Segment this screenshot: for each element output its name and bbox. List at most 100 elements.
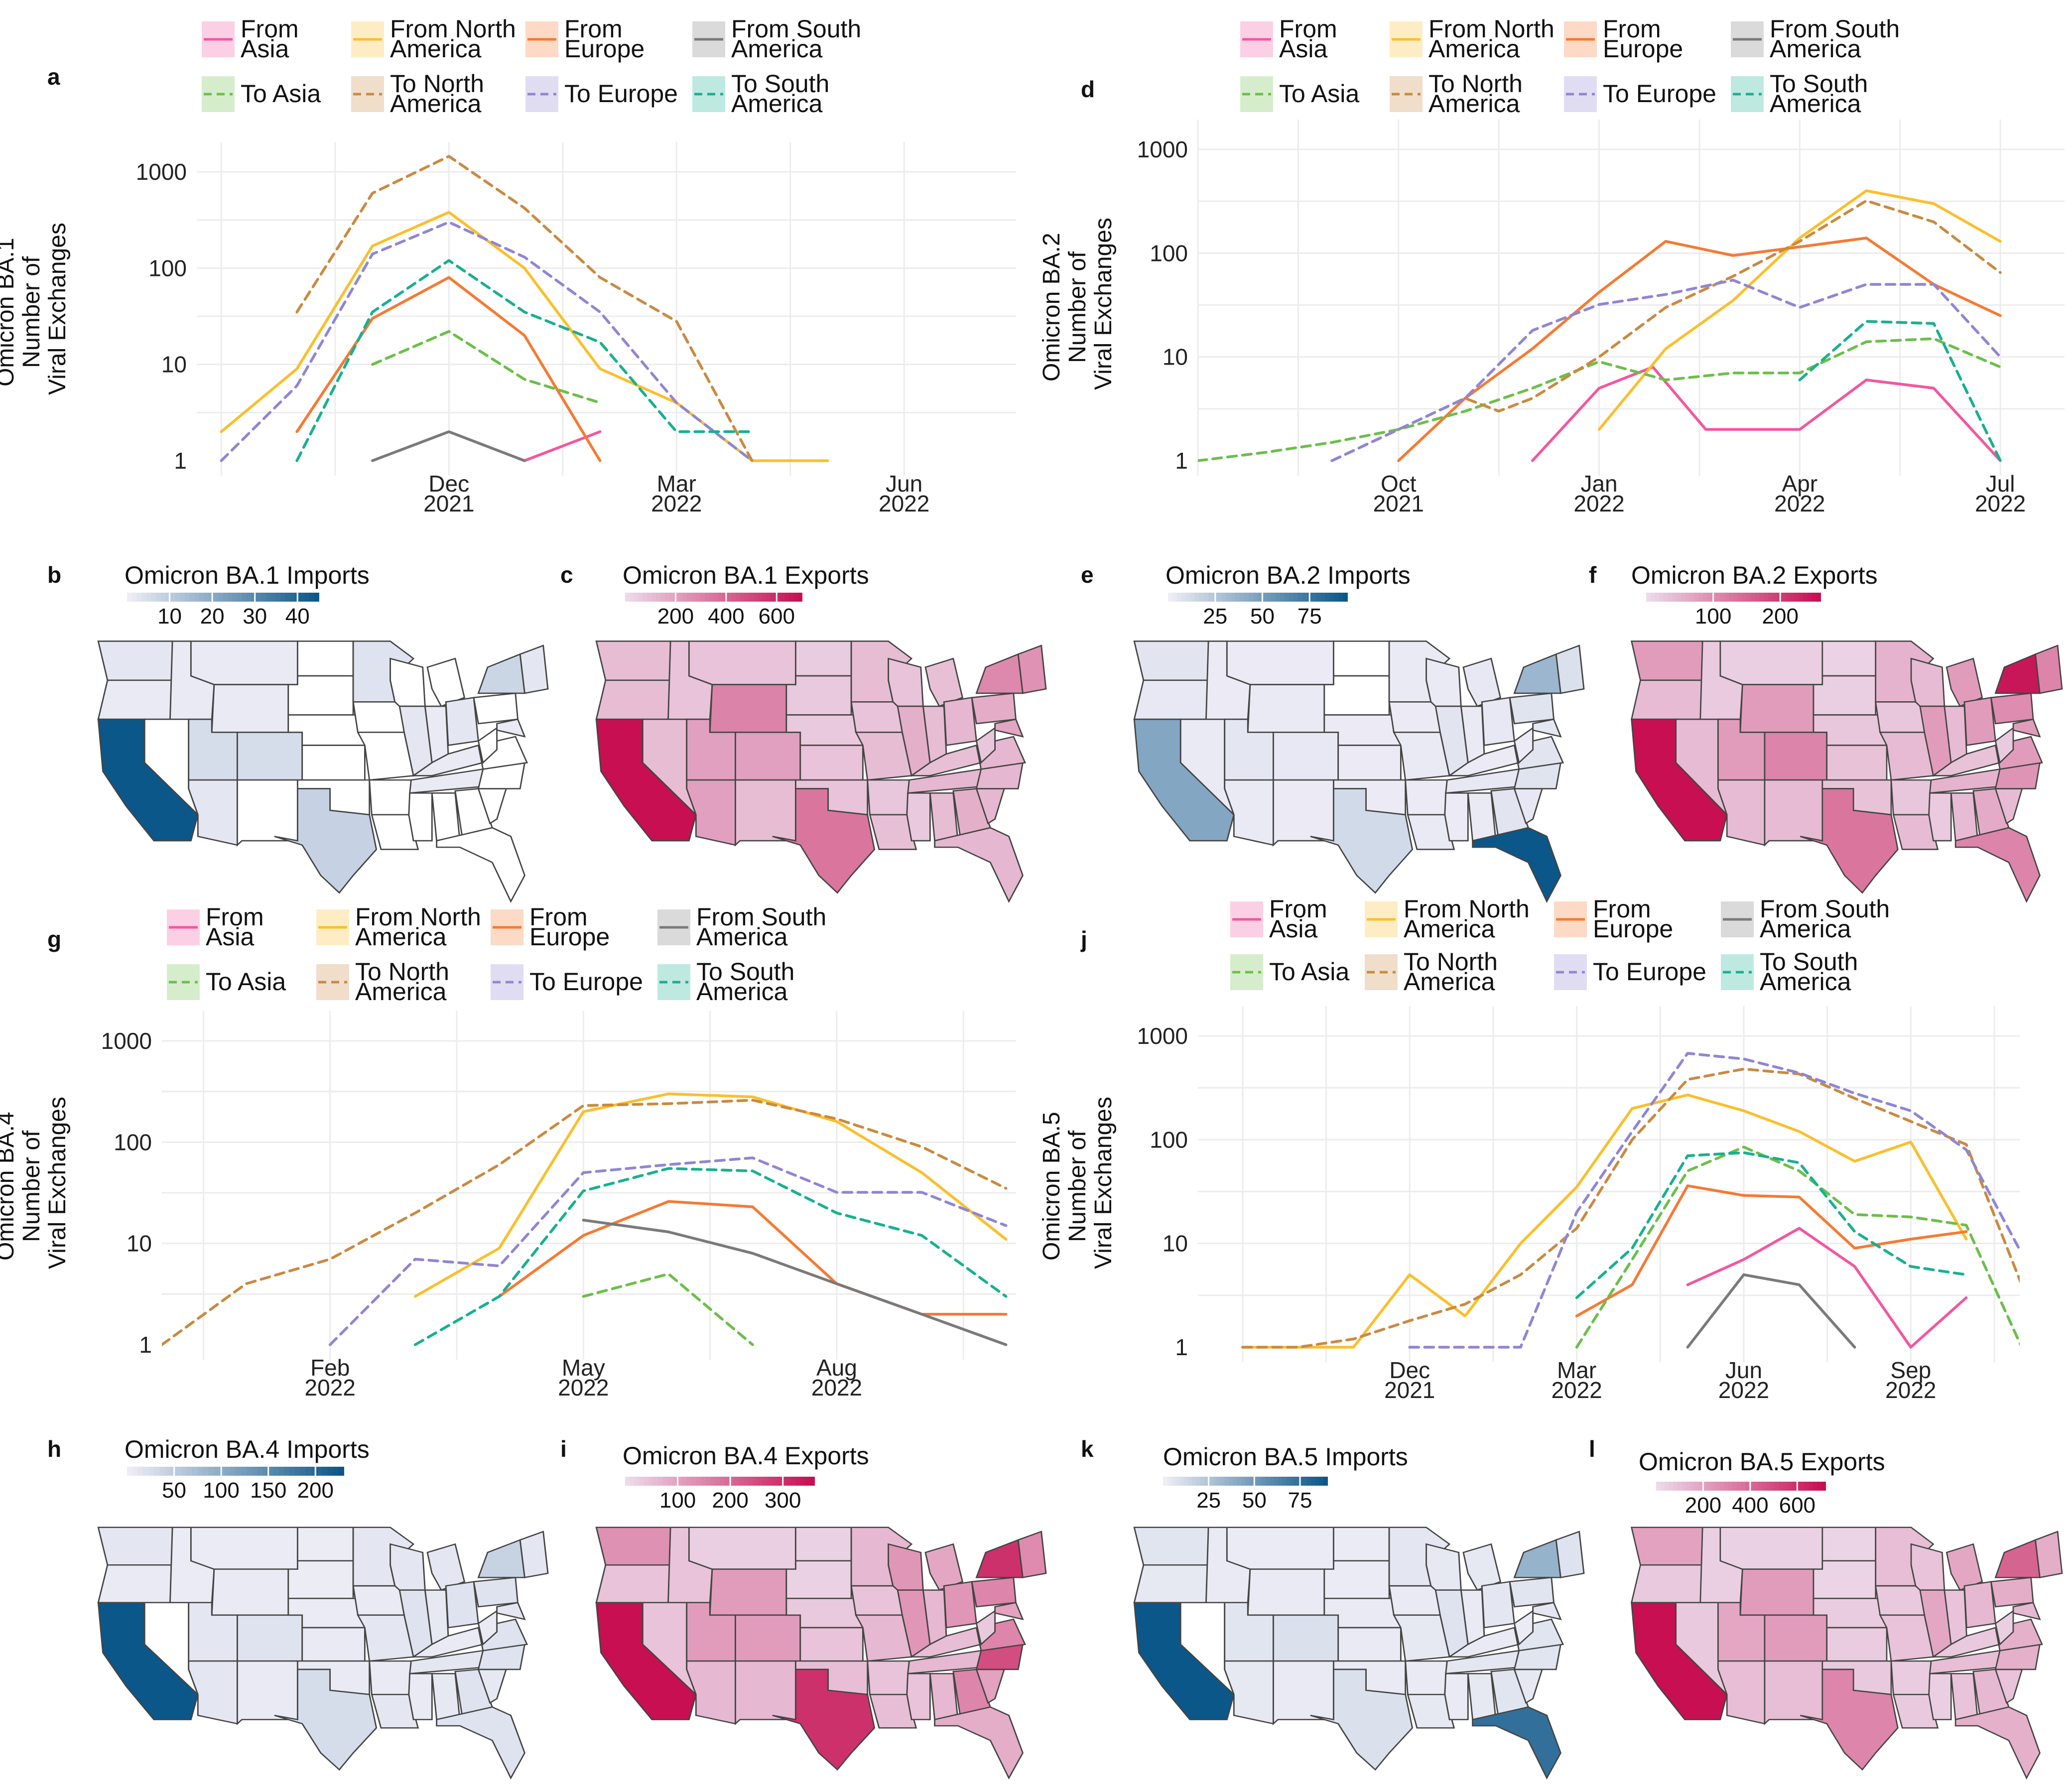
panel-k: k Omicron BA.5 Imports 25 50 75 <box>1081 1436 1585 1780</box>
colorbar-segment <box>1775 1482 1780 1491</box>
series-line-to-north-america <box>162 1099 1008 1346</box>
colorbar-segment <box>672 1477 678 1486</box>
us-map <box>595 640 1047 903</box>
series-line-from-north-america <box>1597 189 2002 431</box>
state-ia <box>1388 1585 1441 1616</box>
state-co <box>1273 732 1339 781</box>
colorbar-segment <box>1343 593 1348 602</box>
state-wi <box>1910 1543 1945 1591</box>
y-tick-label: 10 <box>127 1231 152 1257</box>
colorbar-segment <box>252 1467 258 1476</box>
colorbar-tick-label: 200 <box>297 1478 334 1503</box>
state-or <box>595 679 671 720</box>
colorbar-segment <box>219 1467 225 1476</box>
state-mt <box>1226 1527 1334 1570</box>
state-nm <box>1273 779 1334 847</box>
colorbar-segment <box>772 1477 777 1486</box>
colorbar-segment <box>289 1467 296 1476</box>
colorbar-segment <box>1216 1477 1221 1486</box>
state-wv <box>1513 1610 1534 1646</box>
colorbar-tick-label: 40 <box>285 604 310 629</box>
series-line-to-asia <box>1198 337 2002 462</box>
legend-label: From South America <box>1770 15 1900 63</box>
state-la <box>371 1694 419 1729</box>
series-line-from-south-america <box>371 430 526 462</box>
colorbar: 200 400 600 <box>625 593 802 629</box>
state-co <box>1273 1614 1339 1662</box>
colorbar-segment <box>266 593 271 602</box>
colorbar-segment <box>1800 1482 1805 1491</box>
state-mt <box>688 1527 796 1570</box>
state-mi <box>1462 1543 1502 1591</box>
state-ne-reg <box>1555 1530 1585 1578</box>
y-tick-label: 1000 <box>136 159 187 185</box>
map-title-e: Omicron BA.2 Imports <box>1166 561 1411 589</box>
colorbar-tick-label: 200 <box>1762 604 1799 629</box>
state-la <box>869 814 917 850</box>
colorbar-segment <box>267 1467 274 1476</box>
state-ms <box>408 1673 433 1720</box>
panel-label-l: l <box>1589 1436 1595 1462</box>
legend-item-from-north-america: From North America <box>351 15 516 63</box>
state-mt <box>1719 1527 1823 1570</box>
legend-label-line: America <box>1428 35 1520 63</box>
legend-label-line: America <box>731 35 823 63</box>
series-group <box>1241 1052 2020 1349</box>
us-map <box>1630 640 2063 903</box>
colorbar-segment <box>691 1477 697 1486</box>
x-tick-label-line: 2021 <box>1384 1377 1435 1403</box>
legend-item-to-south-america: To South America <box>657 958 794 1006</box>
legend-item-to-europe: To Europe <box>1564 76 1716 112</box>
colorbar-segment <box>653 1477 659 1486</box>
state-ms <box>1444 1673 1469 1720</box>
legend-label-line: From <box>1269 895 1327 923</box>
plot-background <box>197 142 1016 476</box>
state-sd <box>785 675 852 716</box>
colorbar-segment <box>779 593 785 602</box>
legend-label-line: To North <box>1404 948 1498 976</box>
state-oh <box>445 697 479 746</box>
state-co <box>1764 732 1828 781</box>
colorbar-segment <box>1179 1477 1184 1486</box>
y-tick-label: 100 <box>1150 1127 1188 1152</box>
us-map <box>1630 1527 2063 1780</box>
x-tick-label: Mar 2022 <box>651 471 702 516</box>
legend-label-line: Asia <box>1279 35 1327 63</box>
state-ms <box>1928 792 1952 842</box>
colorbar-segment <box>208 1467 214 1476</box>
colorbar-segment <box>1755 593 1760 602</box>
colorbar-segment <box>284 1467 290 1476</box>
state-wa <box>595 1527 671 1566</box>
panel-label-j: j <box>1080 926 1087 952</box>
colorbar-segment <box>1257 1477 1262 1486</box>
map-title-l: Omicron BA.5 Exports <box>1639 1448 1885 1476</box>
legend-item-to-europe: To Europe <box>525 76 678 112</box>
colorbar-segment <box>314 593 319 602</box>
us-map <box>1133 1527 1585 1780</box>
colorbar-segment <box>715 1477 720 1486</box>
colorbar-segment <box>648 1477 654 1486</box>
legend-label-line: From <box>206 903 264 931</box>
colorbar-segment <box>1295 1477 1299 1486</box>
colorbar-segment <box>744 593 750 602</box>
state-nd <box>1333 640 1390 677</box>
state-md <box>496 718 526 738</box>
series-line-to-asia <box>582 1273 754 1346</box>
state-ia <box>352 1585 405 1616</box>
legend-item-from-europe: From Europe <box>1564 15 1683 63</box>
colorbar-segment <box>1315 1477 1320 1486</box>
colorbar-tick-label: 20 <box>200 604 225 629</box>
legend-label-line: From North <box>355 903 481 931</box>
colorbar-segment <box>1689 593 1695 602</box>
colorbar-segment <box>333 1467 339 1476</box>
colorbar-segment <box>1685 593 1690 602</box>
state-ne-reg <box>519 644 549 694</box>
y-axis-title-a: Omicron BA.1 Number of Viral Exchanges <box>0 223 71 395</box>
state-mt <box>1719 640 1823 685</box>
state-la <box>1407 814 1455 850</box>
colorbar-segment <box>1175 1477 1180 1486</box>
